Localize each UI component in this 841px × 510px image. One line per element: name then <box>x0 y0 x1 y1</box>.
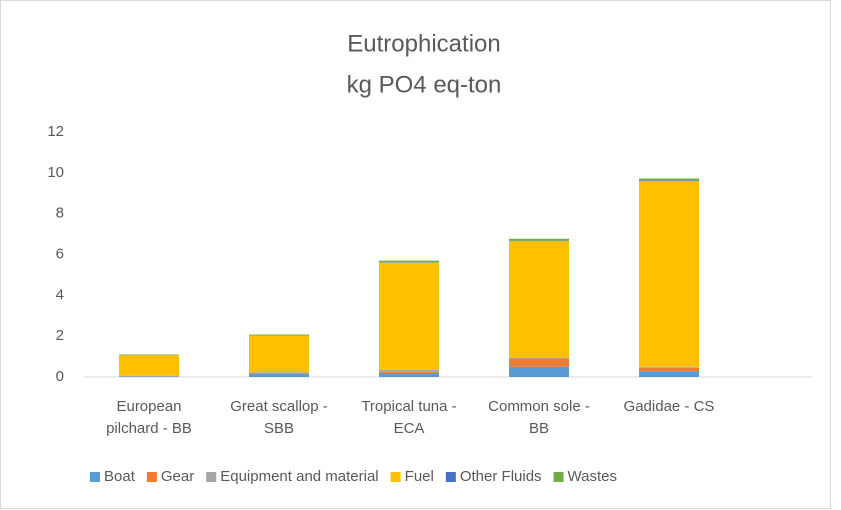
legend-swatch <box>206 472 217 482</box>
y-tick-label: 10 <box>47 164 64 181</box>
bar-segment <box>639 367 699 372</box>
y-tick-label: 8 <box>56 205 64 222</box>
bar-segment <box>379 372 439 377</box>
y-tick-label: 12 <box>47 123 64 140</box>
legend-label: Other Fluids <box>460 468 542 485</box>
bar-segment <box>249 335 309 373</box>
x-tick-label: Gadidae - CS <box>624 398 715 415</box>
legend-swatch <box>553 472 564 482</box>
bar-segment <box>639 181 699 367</box>
bar-segment <box>509 238 569 241</box>
chart-title: Eutrophication <box>347 30 500 57</box>
legend-label: Wastes <box>568 468 617 485</box>
bar-segment <box>249 372 309 374</box>
chart-subtitle: kg PO4 eq-ton <box>347 71 502 98</box>
x-tick-label: Common sole -BB <box>488 398 590 437</box>
bar-segment <box>509 358 569 367</box>
legend-swatch <box>445 472 456 482</box>
bar-segment <box>509 366 569 377</box>
bar-segment <box>379 371 439 373</box>
y-tick-label: 0 <box>56 368 64 385</box>
bar-segment <box>249 373 309 377</box>
bar-segment <box>119 355 179 376</box>
legend-label: Gear <box>161 468 194 485</box>
bar-segment <box>639 371 699 377</box>
x-tick-label: European pilchard - BB <box>106 398 192 437</box>
legend-swatch <box>90 472 100 482</box>
legend-label: Fuel <box>405 468 434 485</box>
bar-segment <box>249 334 309 336</box>
bar-segment <box>119 354 179 356</box>
legend-label: Boat <box>104 468 136 485</box>
bar-segment <box>379 262 439 370</box>
legend-label: Equipment and material <box>220 468 378 485</box>
x-tick-label: Great scallop -SBB <box>230 398 328 437</box>
bar-segment <box>509 241 569 358</box>
bar-segment <box>639 366 699 368</box>
bar-segment <box>379 260 439 263</box>
y-tick-label: 6 <box>56 245 64 262</box>
x-tick-label: Tropical tuna -ECA <box>361 398 456 437</box>
legend-swatch <box>146 472 157 482</box>
bar-segment <box>119 376 179 377</box>
bar-segment <box>379 369 439 372</box>
y-tick-label: 4 <box>56 286 64 303</box>
legend-swatch <box>390 472 401 482</box>
bar-segment <box>509 357 569 359</box>
y-tick-label: 2 <box>56 327 64 344</box>
bar-segment <box>639 178 699 181</box>
